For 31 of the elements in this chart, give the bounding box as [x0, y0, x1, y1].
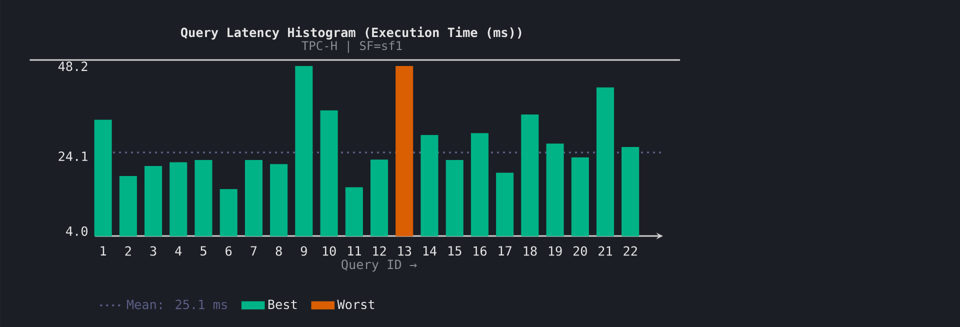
legend-label: Mean: 25.1 ms — [126, 300, 227, 310]
legend-label: Best — [268, 300, 297, 310]
chart-subtitle: TPC-H | SF=sf1 — [302, 40, 402, 53]
x-tick-label: 8 — [276, 246, 282, 256]
y-tick-label: 4.0 — [66, 226, 88, 236]
legend-label: Worst — [337, 300, 374, 310]
y-tick-label: 24.1 — [58, 151, 88, 161]
x-tick-label: 20 — [573, 246, 587, 256]
x-tick-label: 10 — [322, 246, 336, 256]
x-tick-label: 4 — [175, 246, 182, 256]
x-tick-label: 16 — [474, 246, 486, 256]
x-tick-label: 13 — [398, 246, 412, 256]
x-tick-label: 11 — [348, 246, 361, 256]
x-tick-label: 2 — [125, 246, 131, 256]
x-tick-label: 7 — [250, 246, 257, 256]
x-tick-label: 19 — [548, 246, 562, 256]
y-tick-label: 48.2 — [58, 62, 88, 72]
x-tick-label: 14 — [423, 246, 436, 256]
x-tick-label: 6 — [226, 246, 232, 256]
x-tick-label: 5 — [200, 246, 206, 256]
x-tick-label: 3 — [150, 246, 156, 256]
x-tick-label: 21 — [598, 246, 612, 256]
x-tick-label: 15 — [448, 246, 462, 256]
x-tick-label: 22 — [624, 246, 637, 256]
x-tick-label: 17 — [498, 246, 512, 256]
x-tick-label: 18 — [524, 246, 537, 256]
chart-title: Query Latency Histogram (Execution Time (ms)) — [180, 26, 522, 40]
x-tick-label: 12 — [373, 246, 386, 256]
x-tick-label: 1 — [100, 246, 106, 256]
x-tick-label: 9 — [300, 246, 307, 256]
x-axis-title: Query ID → — [342, 260, 417, 272]
